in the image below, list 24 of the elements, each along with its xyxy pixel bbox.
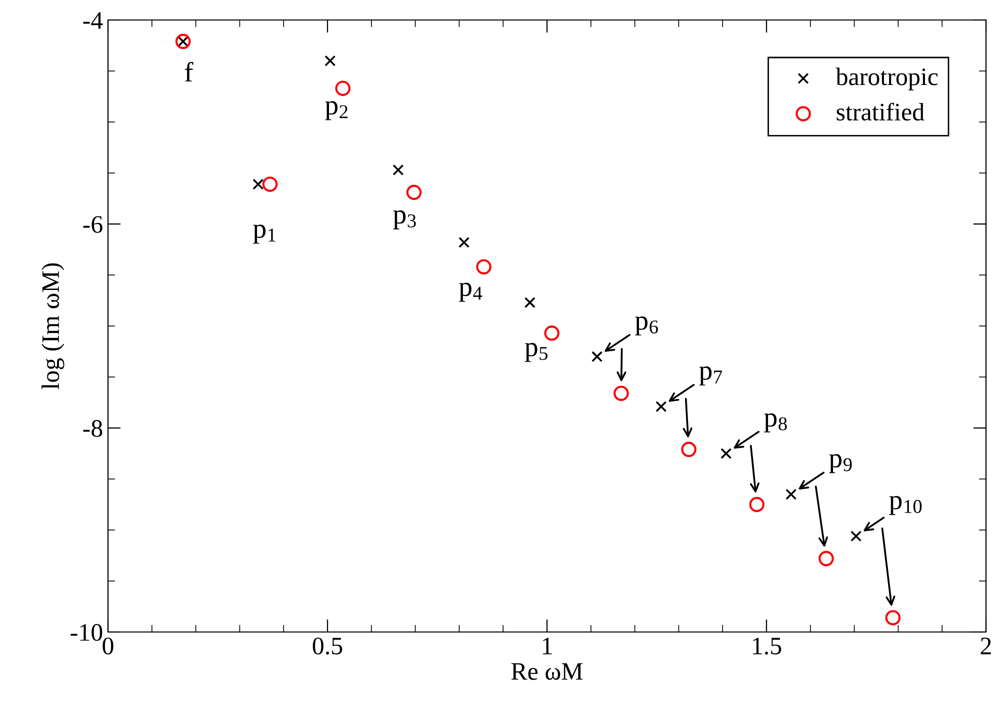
x-tick-label: 0: [102, 638, 114, 654]
annotation: p$_{1}$: [253, 224, 276, 244]
annotation: p$_{9}$: [829, 454, 852, 474]
x-tick-label: 1: [542, 638, 552, 654]
annotation: p$_{5}$: [524, 342, 548, 362]
x-tick-label: 2: [980, 638, 991, 654]
y-tick-label: -6: [83, 216, 102, 233]
legend-label: barotropic: [836, 68, 938, 90]
y-axis-title: log (Im ωM): [42, 263, 64, 390]
x-axis-title: Re ωM: [511, 663, 583, 680]
y-tick-label: -10: [70, 624, 102, 641]
annotation: p$_{6}$: [635, 316, 658, 336]
legend-label: stratified: [836, 102, 924, 121]
x-tick-label: 1.5: [753, 638, 782, 655]
annotation: p$_{8}$: [764, 413, 787, 432]
annotation: p$_{2}$: [325, 101, 348, 120]
annotation: p$_{10}$: [889, 496, 922, 515]
annotation: f: [184, 62, 194, 82]
y-tick-label: -4: [83, 12, 103, 29]
x-tick-label: 0.5: [312, 638, 342, 655]
annotation: p$_{3}$: [393, 210, 416, 230]
y-tick-label: -8: [83, 420, 102, 437]
annotation: p$_{4}$: [459, 282, 482, 302]
annotation: p$_{7}$: [699, 366, 722, 386]
